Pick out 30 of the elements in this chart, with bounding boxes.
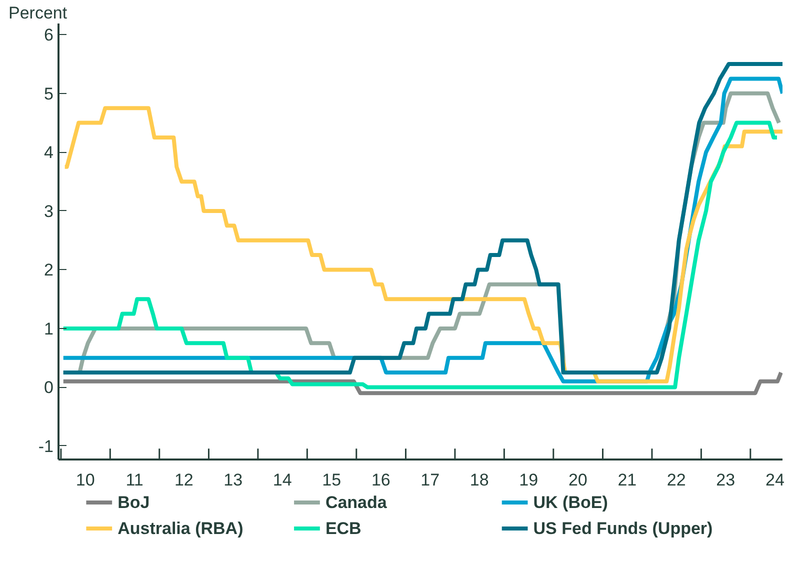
y-tick-label: 1 xyxy=(44,319,54,338)
legend-label: Australia (RBA) xyxy=(118,519,244,538)
legend-label: US Fed Funds (Upper) xyxy=(533,519,713,538)
x-tick-label: 23 xyxy=(716,470,736,490)
x-tick-label: 11 xyxy=(126,470,144,490)
x-tick-label: 10 xyxy=(76,470,95,490)
legend-label: UK (BoE) xyxy=(533,493,608,512)
x-tick-label: 16 xyxy=(371,470,390,490)
legend-label: ECB xyxy=(325,519,362,538)
x-tick-label: 19 xyxy=(519,470,538,490)
x-tick-label: 12 xyxy=(174,470,194,490)
legend-label: BoJ xyxy=(118,493,150,512)
y-tick-label: 6 xyxy=(44,26,54,45)
x-tick-label: 18 xyxy=(470,470,489,490)
y-tick-label: 0 xyxy=(44,378,54,398)
x-tick-label: 22 xyxy=(666,470,686,490)
y-axis-title: Percent xyxy=(8,4,68,22)
y-tick-label: 4 xyxy=(44,143,54,162)
x-tick-label: 14 xyxy=(272,470,292,490)
x-tick-label: 15 xyxy=(322,470,342,490)
x-tick-label: 21 xyxy=(618,470,637,490)
x-tick-label: 24 xyxy=(765,470,784,490)
x-tick-label: 17 xyxy=(420,470,440,490)
y-tick-label: 2 xyxy=(44,260,54,280)
y-tick-label: -1 xyxy=(38,436,54,456)
legend-label: Canada xyxy=(325,493,388,512)
y-tick-label: 5 xyxy=(44,84,54,104)
y-tick-label: 3 xyxy=(44,202,54,221)
x-tick-label: 13 xyxy=(224,470,243,490)
x-tick-label: 20 xyxy=(568,470,588,490)
